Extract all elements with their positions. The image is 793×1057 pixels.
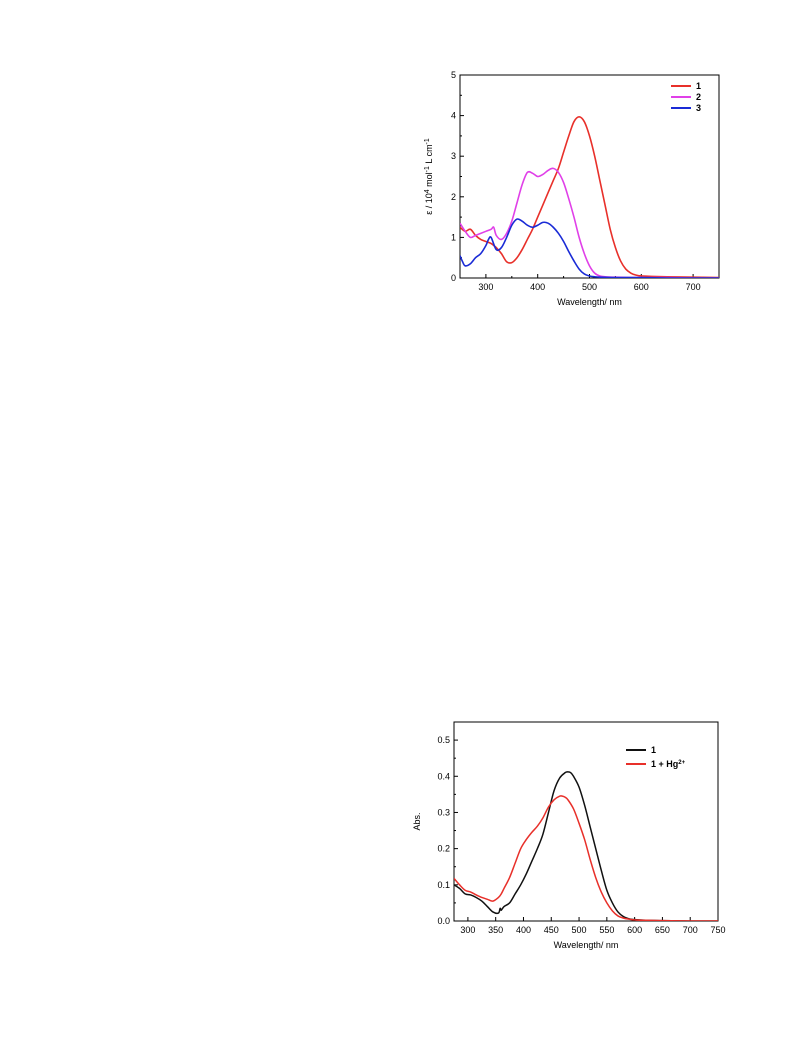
y-tick-label: 5 [451, 70, 456, 80]
legend-label-2: 2 [696, 92, 701, 102]
series-line-1 [460, 116, 719, 278]
y-tick-label: 2 [451, 192, 456, 202]
y-axis-title-exponent: -1 [424, 166, 431, 172]
y-axis-title-part: ε / 10 [424, 193, 434, 215]
x-tick-label: 700 [683, 925, 698, 935]
series-line-3 [460, 218, 719, 278]
y-tick-label: 4 [451, 111, 456, 121]
y-axis-title-exponent: -1 [424, 138, 431, 144]
y-axis-title: ε / 104 mol-1 L cm-1 [424, 138, 435, 215]
legend-label-text: 2 [696, 92, 701, 102]
x-tick-label: 400 [530, 282, 545, 292]
legend-label-text: 1 + Hg [651, 759, 678, 769]
series-line-2 [460, 167, 719, 278]
legend-label-text: 1 [696, 81, 701, 91]
x-tick-label: 500 [582, 282, 597, 292]
legend-label-1: 1 [651, 745, 656, 755]
y-tick-label: 0.4 [437, 771, 450, 781]
y-axis-title: Abs. [412, 812, 422, 830]
y-tick-label: 1 [451, 232, 456, 242]
y-tick-label: 0.0 [437, 916, 450, 926]
x-tick-label: 550 [599, 925, 614, 935]
x-tick-label: 400 [516, 925, 531, 935]
x-tick-label: 600 [634, 282, 649, 292]
legend-label-1: 1 [696, 81, 701, 91]
x-tick-label: 350 [488, 925, 503, 935]
legend-label-3: 3 [696, 103, 701, 113]
legend-label-text: 1 [651, 745, 656, 755]
legend-label-text: 3 [696, 103, 701, 113]
x-tick-label: 300 [478, 282, 493, 292]
x-tick-label: 600 [627, 925, 642, 935]
x-tick-label: 500 [572, 925, 587, 935]
y-axis-title-exponent: 4 [424, 189, 431, 193]
x-tick-label: 650 [655, 925, 670, 935]
x-tick-label: 450 [544, 925, 559, 935]
plot-frame [459, 74, 720, 279]
y-tick-label: 0.2 [437, 844, 450, 854]
y-tick-label: 3 [451, 151, 456, 161]
x-tick-label: 750 [710, 925, 725, 935]
series-line-2 [454, 795, 718, 921]
absorption-spectra-figure: 300 400 500 600 700 0 1 2 3 4 5 Wavelength/ nm ε / 1… [412, 62, 732, 324]
y-tick-label: 0.1 [437, 880, 450, 890]
legend-label-2: 1 + Hg2+ [651, 759, 686, 769]
plot-frame [453, 721, 719, 922]
y-tick-label: 0.3 [437, 807, 450, 817]
x-axis-title: Wavelength/ nm [557, 297, 622, 307]
y-tick-label: 0.5 [437, 735, 450, 745]
absorbance-chart: 300 350 400 450 500 550 600 650 700 750 0.0 0.1 0.2 0… [412, 721, 726, 950]
series-line-1 [454, 771, 718, 921]
x-tick-label: 700 [686, 282, 701, 292]
x-tick-label: 300 [460, 925, 475, 935]
x-axis-title: Wavelength/ nm [554, 940, 619, 950]
y-tick-label: 0 [451, 273, 456, 283]
y-axis-title-part: L cm [424, 144, 434, 166]
y-axis-title-part: mol [424, 172, 434, 189]
legend-label-superscript: 2+ [678, 760, 685, 766]
mercury-titration-figure: 300 350 400 450 500 550 600 650 700 750 0.0 0.1 0.2 0… [392, 712, 732, 960]
